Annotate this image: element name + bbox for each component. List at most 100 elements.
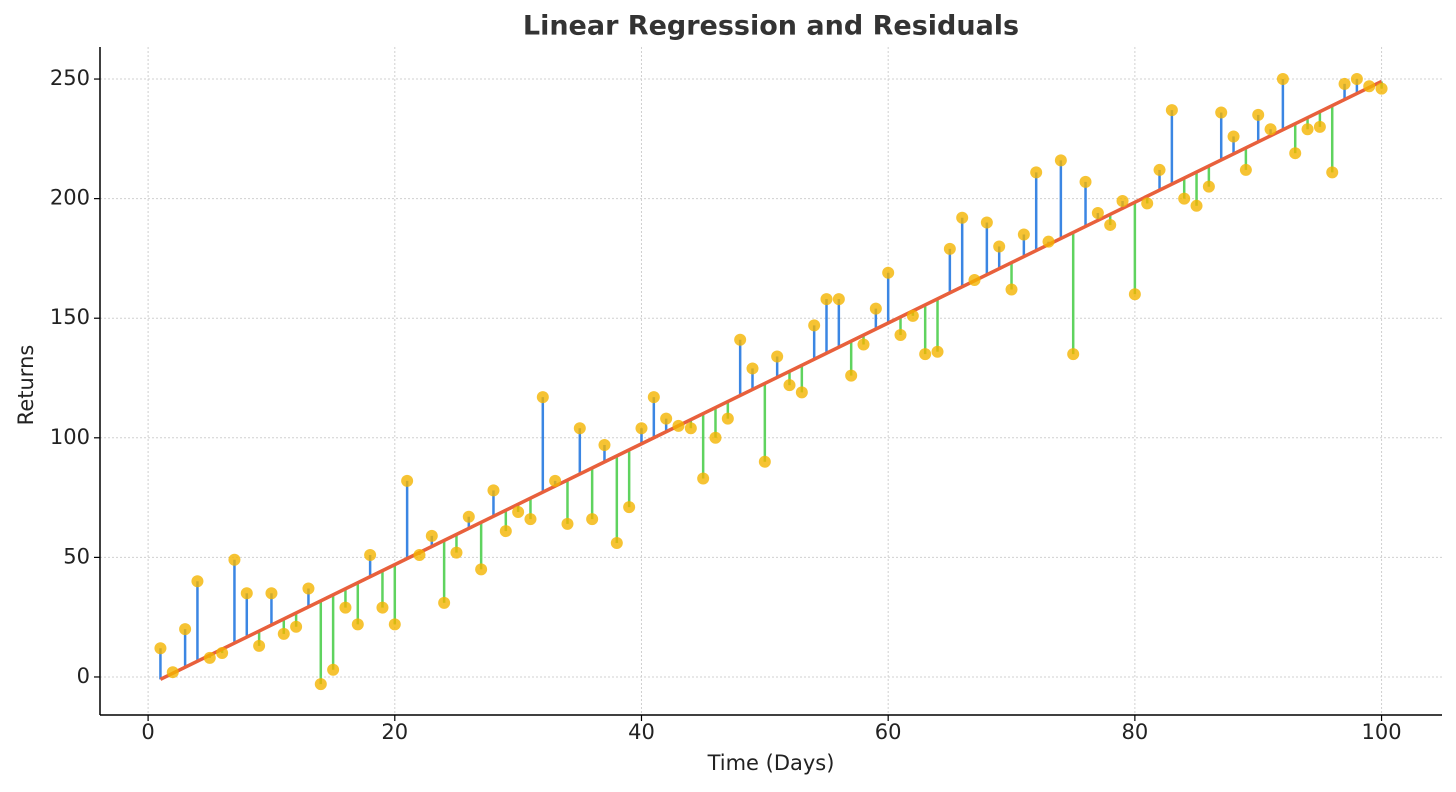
data-point	[869, 302, 882, 315]
data-point	[216, 647, 229, 660]
data-point	[1165, 104, 1178, 117]
data-point	[882, 266, 895, 279]
data-point	[1215, 106, 1228, 119]
data-point	[1350, 73, 1363, 86]
data-point	[450, 546, 463, 559]
data-point	[598, 438, 611, 451]
data-point	[684, 422, 697, 435]
data-point	[1128, 288, 1141, 301]
data-point	[968, 273, 981, 286]
data-point	[475, 563, 488, 576]
data-point	[758, 455, 771, 468]
data-point	[1338, 77, 1351, 90]
data-point	[1227, 130, 1240, 143]
data-point	[536, 391, 549, 404]
data-point	[1252, 108, 1265, 121]
x-tick-label: 20	[381, 720, 408, 744]
data-point	[1202, 180, 1215, 193]
data-point	[154, 642, 167, 655]
data-point	[302, 582, 315, 595]
data-point	[512, 505, 525, 518]
data-point	[672, 419, 685, 432]
data-point	[586, 513, 599, 526]
data-point	[771, 350, 784, 363]
data-point	[203, 651, 216, 664]
data-point	[1363, 80, 1376, 93]
data-point	[228, 553, 241, 566]
data-point	[1042, 235, 1055, 248]
data-point	[179, 623, 192, 636]
data-point	[993, 240, 1006, 253]
data-point	[919, 348, 932, 361]
data-point	[1030, 166, 1043, 179]
data-point	[1116, 195, 1129, 208]
data-point	[314, 678, 327, 691]
data-point	[413, 548, 426, 561]
data-point	[1178, 192, 1191, 205]
data-point	[610, 537, 623, 550]
data-point	[1301, 123, 1314, 136]
data-point	[832, 293, 845, 306]
data-point	[1017, 228, 1030, 241]
data-point	[943, 242, 956, 255]
data-point	[561, 517, 574, 530]
data-point	[327, 663, 340, 676]
data-point	[1313, 120, 1326, 133]
data-point	[1079, 175, 1092, 188]
x-tick-label: 60	[875, 720, 902, 744]
data-point	[401, 474, 414, 487]
data-point	[709, 431, 722, 444]
data-point	[808, 319, 821, 332]
data-point	[191, 575, 204, 588]
data-point	[795, 386, 808, 399]
data-point	[1326, 166, 1339, 179]
data-point	[783, 379, 796, 392]
data-point	[1091, 206, 1104, 219]
data-point	[1054, 154, 1067, 167]
data-point	[1141, 197, 1154, 210]
data-point	[1190, 199, 1203, 212]
data-point	[166, 666, 179, 679]
data-point	[487, 484, 500, 497]
data-point	[499, 525, 512, 538]
data-point	[549, 474, 562, 487]
data-point	[573, 422, 586, 435]
y-tick-label: 0	[77, 664, 90, 688]
data-point	[253, 639, 266, 652]
data-point	[290, 620, 303, 633]
data-point	[906, 309, 919, 322]
data-point	[438, 596, 451, 609]
data-point	[1375, 82, 1388, 95]
chart-title: Linear Regression and Residuals	[523, 11, 1019, 42]
data-point	[956, 211, 969, 224]
data-point	[623, 501, 636, 514]
data-point	[734, 333, 747, 346]
data-point	[351, 618, 364, 631]
data-point	[388, 618, 401, 631]
y-tick-label: 50	[63, 544, 90, 568]
data-point	[697, 472, 710, 485]
data-point	[1153, 163, 1166, 176]
data-point	[1239, 163, 1252, 176]
data-point	[1289, 147, 1302, 160]
data-point	[721, 412, 734, 425]
y-tick-label: 200	[50, 186, 90, 210]
data-point	[857, 338, 870, 351]
data-point	[1264, 123, 1277, 136]
data-point	[635, 422, 648, 435]
data-point	[746, 362, 759, 375]
data-point	[277, 627, 290, 640]
data-point	[339, 601, 352, 614]
data-point	[364, 548, 377, 561]
data-point	[980, 216, 993, 229]
y-tick-label: 150	[50, 305, 90, 329]
x-tick-label: 100	[1362, 720, 1402, 744]
data-point	[845, 369, 858, 382]
data-point	[1104, 218, 1117, 231]
data-point	[462, 510, 475, 523]
data-point	[376, 601, 389, 614]
data-point	[1067, 348, 1080, 361]
data-point	[931, 345, 944, 358]
x-tick-label: 80	[1122, 720, 1149, 744]
data-point	[647, 391, 660, 404]
